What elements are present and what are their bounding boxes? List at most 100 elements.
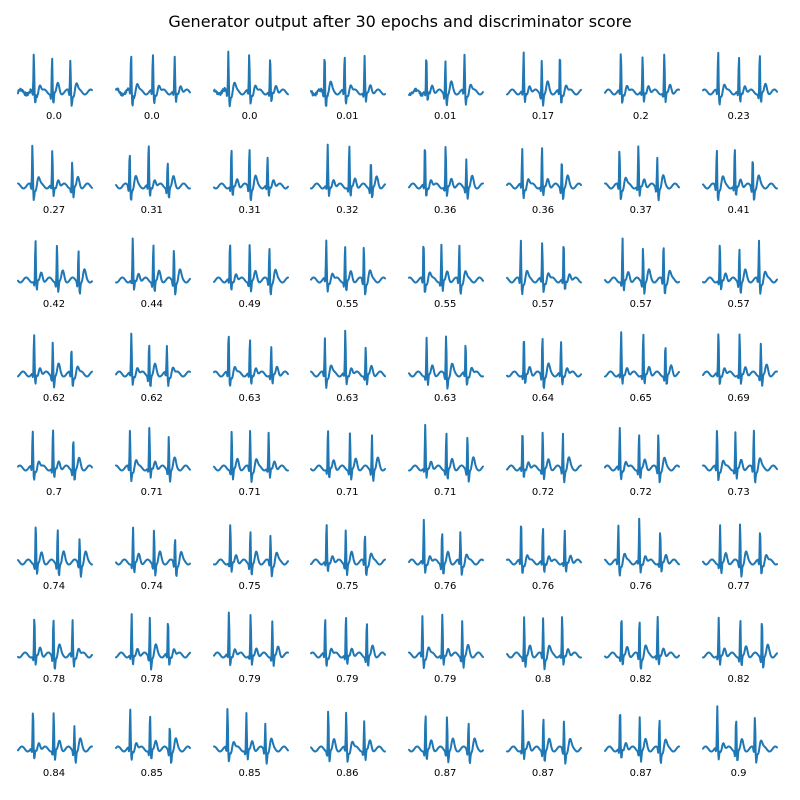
waveform-plot	[17, 144, 93, 201]
waveform-plot	[506, 525, 582, 574]
waveform-plot	[701, 429, 778, 483]
waveform-plot	[212, 50, 289, 108]
waveform-line	[17, 144, 93, 201]
discriminator-score: 0.55	[434, 298, 457, 310]
discriminator-score: 0.82	[727, 674, 750, 686]
waveform-line	[17, 712, 93, 765]
waveform-panel: 0.23	[695, 38, 783, 122]
waveform-line	[212, 50, 289, 108]
discriminator-score: 0.57	[727, 298, 750, 310]
discriminator-score: 0.37	[629, 204, 652, 216]
waveform-plot	[408, 423, 485, 483]
discriminator-score: 0.71	[336, 486, 359, 498]
waveform-plot	[603, 330, 680, 385]
waveform-line	[17, 619, 93, 670]
waveform-panel: 0.73	[695, 414, 783, 498]
discriminator-score: 0.01	[434, 111, 457, 122]
waveform-plot	[701, 51, 778, 106]
waveform-line	[408, 715, 485, 765]
waveform-plot	[310, 617, 387, 668]
waveform-panel: 0.77	[695, 508, 783, 592]
waveform-plot	[408, 518, 485, 576]
waveform-panel: 0.31	[108, 132, 196, 216]
waveform-plot	[603, 616, 680, 670]
waveform-line	[701, 523, 778, 578]
waveform-plot	[212, 611, 289, 668]
waveform-line	[506, 51, 582, 107]
waveform-panel: 0.8	[499, 601, 587, 685]
waveform-plot	[506, 147, 582, 200]
discriminator-score: 0.79	[434, 674, 457, 686]
discriminator-score: 0.79	[238, 674, 261, 686]
waveform-plot	[506, 431, 582, 483]
waveform-line	[212, 148, 289, 201]
waveform-line	[17, 53, 93, 107]
waveform-line	[310, 429, 387, 482]
discriminator-score: 0.87	[434, 768, 457, 780]
waveform-panel: 0.64	[499, 320, 587, 404]
waveform-plot	[17, 526, 93, 578]
waveform-panel: 0.63	[206, 320, 294, 404]
waveform-panel: 0.57	[695, 226, 783, 310]
discriminator-score: 0.85	[140, 768, 163, 780]
waveform-line	[212, 243, 289, 296]
discriminator-score: 0.87	[531, 768, 555, 780]
waveform-panel: 0.71	[108, 414, 196, 498]
waveform-line	[114, 332, 191, 387]
waveform-plot	[603, 426, 680, 483]
waveform-panel: 0.36	[401, 132, 489, 216]
waveform-line	[603, 237, 680, 295]
waveform-plot	[310, 54, 387, 107]
waveform-plot	[506, 239, 582, 295]
waveform-panel: 0.42	[10, 226, 98, 310]
discriminator-score: 0.71	[434, 486, 457, 498]
waveform-plot	[114, 332, 191, 387]
waveform-line	[603, 145, 680, 202]
discriminator-score: 0.74	[42, 580, 66, 592]
waveform-line	[506, 337, 582, 389]
waveform-line	[408, 335, 485, 390]
waveform-plot	[212, 429, 289, 483]
discriminator-score: 0.44	[140, 298, 163, 310]
waveform-plot	[603, 714, 680, 765]
waveform-line	[212, 708, 289, 765]
waveform-line	[17, 239, 93, 295]
waveform-panel: 0.78	[108, 601, 196, 685]
waveform-plot	[408, 53, 485, 107]
discriminator-score: 0.76	[434, 580, 457, 592]
waveform-line	[17, 526, 93, 578]
waveform-plot	[17, 53, 93, 107]
waveform-line	[310, 710, 387, 763]
discriminator-score: 0.42	[42, 298, 66, 310]
discriminator-score: 0.63	[336, 392, 359, 404]
waveform-panel: 0.71	[401, 414, 489, 498]
discriminator-score: 0.71	[238, 486, 261, 498]
waveform-panel: 0.27	[10, 132, 98, 216]
waveform-plot	[408, 614, 485, 670]
waveform-plot	[17, 239, 93, 295]
waveform-panel: 0.71	[303, 414, 391, 498]
waveform-plot	[17, 333, 93, 389]
waveform-panel: 0.31	[206, 132, 294, 216]
waveform-line	[603, 616, 680, 670]
discriminator-score: 0.79	[336, 674, 359, 686]
waveform-plot	[310, 710, 387, 763]
waveform-panel: 0.75	[206, 508, 294, 592]
waveform-plot	[212, 243, 289, 296]
waveform-panel: 0.87	[401, 695, 489, 779]
waveform-plot	[506, 337, 582, 389]
discriminator-score: 0.31	[238, 204, 261, 216]
waveform-panel: 0.85	[206, 695, 294, 779]
waveform-line	[212, 429, 289, 483]
waveform-line	[408, 614, 485, 670]
waveform-plot	[114, 526, 191, 577]
waveform-line	[701, 705, 778, 764]
waveform-panel: 0.57	[597, 226, 685, 310]
waveform-panel: 0.55	[401, 226, 489, 310]
waveform-panel: 0.44	[108, 226, 196, 310]
discriminator-score: 0.27	[42, 204, 66, 216]
discriminator-score: 0.41	[727, 204, 750, 216]
waveform-panel: 0.49	[206, 226, 294, 310]
waveform-line	[701, 333, 778, 387]
waveform-plot	[114, 426, 191, 483]
